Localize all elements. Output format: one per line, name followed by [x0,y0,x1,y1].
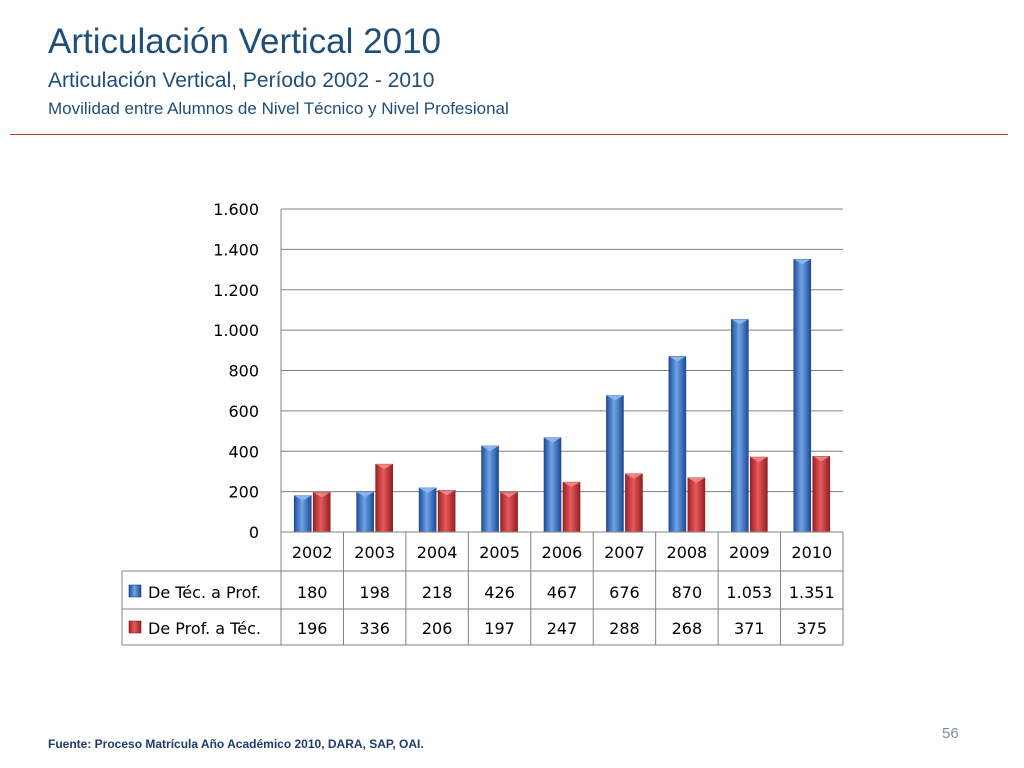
y-tick-label: 800 [228,362,259,381]
bar-tec-a-prof [481,445,499,533]
data-label: 180 [297,583,328,602]
bar-top-bevel [419,487,437,493]
bar-prof-a-tec [500,491,518,533]
bar-prof-a-tec [812,455,831,533]
page-number: 56 [942,725,959,742]
x-tick-label: 2008 [667,543,708,562]
bar-top-bevel [668,356,686,362]
bar-top-bevel [793,259,811,265]
bar-prof-a-tec [562,481,581,533]
bar-top-bevel [438,490,456,496]
bar-top-bevel [687,477,705,483]
x-tick-label: 2002 [292,543,333,562]
data-label: 870 [672,583,703,602]
data-label: 206 [422,619,453,638]
bar-top-bevel [313,492,331,498]
slide-subtitle: Articulación Vertical, Período 2002 - 20… [48,69,435,92]
y-tick-label: 0 [249,523,259,542]
bar-tec-a-prof [606,395,624,533]
bar-top-bevel [481,446,499,452]
bar-prof-a-tec [625,473,643,533]
legend-label: De Téc. a Prof. [148,583,261,602]
x-tick-label: 2005 [479,543,520,562]
bar-top-bevel [606,395,624,401]
data-label: 676 [609,583,640,602]
legend-label: De Prof. a Téc. [148,619,261,638]
y-tick-label: 600 [228,402,259,421]
data-label: 268 [672,619,703,638]
bar-top-bevel [812,456,830,462]
x-tick-label: 2009 [729,543,770,562]
data-label: 371 [734,619,765,638]
y-tick-label: 200 [228,483,259,502]
y-tick-label: 1.600 [213,200,259,219]
data-label: 288 [609,619,640,638]
bar-top-bevel [356,492,374,498]
legend-key-blue [128,584,142,598]
y-tick-label: 400 [228,442,259,461]
source-note: Fuente: Proceso Matrícula Año Académico … [48,737,424,751]
bar-prof-a-tec [750,456,768,533]
y-tick-label: 1.200 [213,281,259,300]
bar-top-bevel [500,492,518,498]
data-label: 247 [547,619,578,638]
y-tick-label: 1.400 [213,240,259,259]
data-label: 336 [359,619,390,638]
data-label: 467 [547,583,578,602]
bar-top-bevel [544,437,561,443]
data-label: 426 [484,583,515,602]
bar-tec-a-prof [356,491,374,533]
data-label: 1.053 [726,583,772,602]
data-label: 375 [797,619,828,638]
bar-tec-a-prof [731,319,749,533]
bar-top-bevel [563,482,580,488]
data-label: 198 [359,583,390,602]
y-tick-label: 1.000 [213,321,259,340]
bar-top-bevel [625,473,643,479]
bar-prof-a-tec [312,492,331,533]
x-tick-label: 2004 [417,543,458,562]
bar-tec-a-prof [418,487,437,533]
data-label: 196 [297,619,328,638]
x-tick-label: 2007 [604,543,645,562]
bar-tec-a-prof [793,258,812,533]
bar-tec-a-prof [293,495,312,533]
data-label: 218 [422,583,453,602]
title-divider [10,134,1008,135]
slide-title: Articulación Vertical 2010 [48,22,441,61]
data-label: 197 [484,619,515,638]
bar-prof-a-tec [687,477,706,533]
x-tick-label: 2010 [791,543,832,562]
bar-top-bevel [375,464,393,470]
slide-subtitle-secondary: Movilidad entre Alumnos de Nivel Técnico… [48,99,509,118]
bar-prof-a-tec [375,463,393,533]
bar-prof-a-tec [437,490,456,533]
x-tick-label: 2003 [354,543,395,562]
data-label: 1.351 [789,583,835,602]
bar-tec-a-prof [668,356,687,533]
bar-top-bevel [750,457,768,463]
bar-top-bevel [294,495,312,501]
bar-tec-a-prof [543,437,562,533]
legend-key-red [128,620,142,634]
x-tick-label: 2006 [542,543,583,562]
bar-top-bevel [731,319,749,325]
